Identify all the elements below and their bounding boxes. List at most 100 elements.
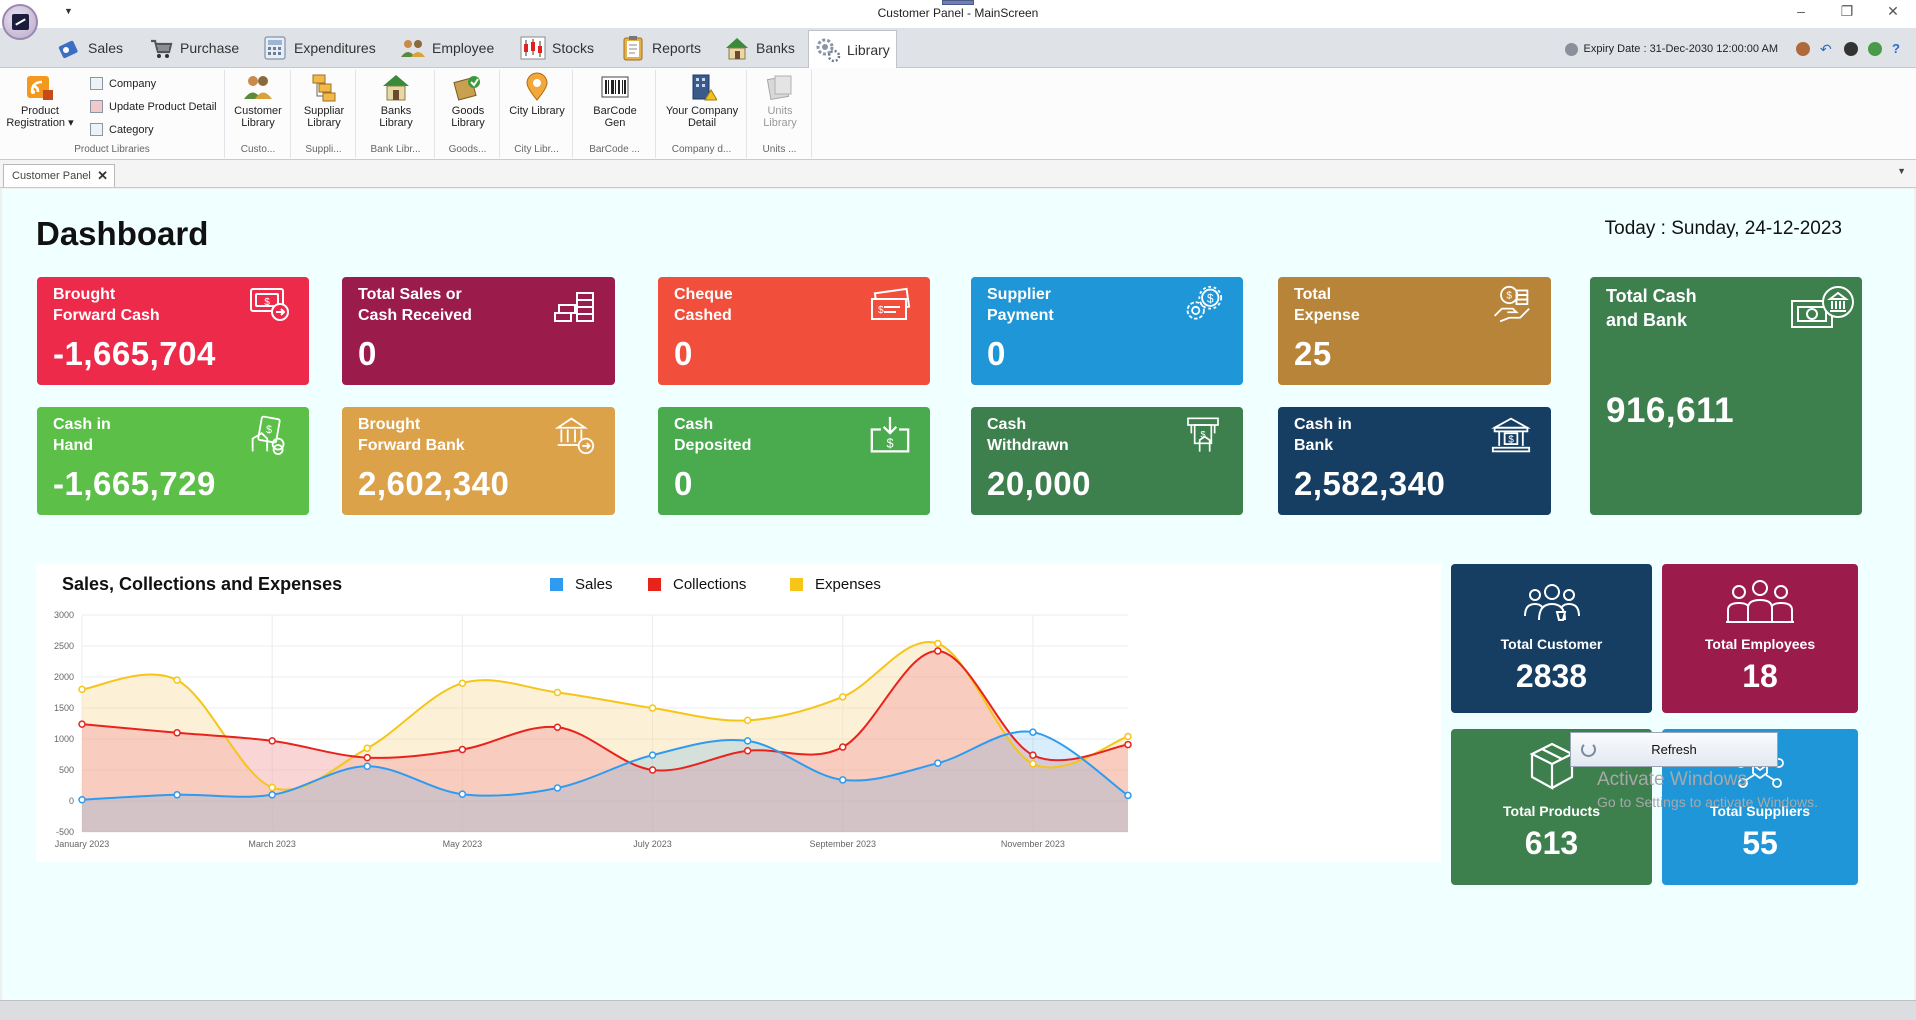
group-product-libraries: Product Registration ▾ Company Update Pr… [0, 70, 225, 158]
banks-library-button[interactable]: Banks Library [363, 72, 429, 129]
tab-banks[interactable]: Banks [718, 32, 801, 64]
app-menu-button[interactable] [2, 4, 38, 40]
undo-icon[interactable]: ↶ [1820, 41, 1832, 57]
point-collections [553, 723, 562, 731]
point-sales [553, 784, 562, 792]
units-library-button[interactable]: Units Library [750, 72, 810, 129]
category-list-icon [90, 123, 103, 136]
refresh-button[interactable]: Refresh [1570, 732, 1778, 767]
activation-watermark-title: Activate Windows [1597, 769, 1747, 790]
x-tick-label: January 2023 [55, 839, 110, 849]
svg-text:$: $ [266, 424, 272, 436]
stat-total-employees: Total Employees 18 [1662, 564, 1858, 713]
point-expenses [838, 693, 847, 701]
tab-employee[interactable]: Employee [394, 32, 500, 64]
point-sales [1124, 791, 1132, 800]
help-icon[interactable]: ? [1892, 41, 1900, 56]
point-collections [363, 753, 372, 762]
quick-access-dropdown-icon[interactable]: ▼ [64, 6, 73, 16]
supplier-library-icon [309, 72, 339, 102]
customer-library-button[interactable]: Customer Library [228, 72, 288, 129]
ribbon-tabs: Sales Purchase Expenditures Employee Sto… [0, 28, 1916, 69]
legend-label: Expenses [815, 576, 881, 593]
stat-label: Total Employees [1704, 636, 1816, 652]
card-value: -1,665,704 [53, 335, 216, 372]
legend-swatch [790, 578, 803, 591]
tab-sales[interactable]: Sales [50, 32, 129, 64]
sales-chart-panel: Sales, Collections and Expenses Sales Co… [36, 564, 1441, 862]
tab-purchase[interactable]: Purchase [142, 32, 245, 64]
dollar-gears-icon: $ [1186, 285, 1223, 320]
update-product-detail-button[interactable]: Update Product Detail [90, 100, 217, 113]
doc-tab-label: Customer Panel [12, 170, 91, 182]
doc-tab-customer-panel[interactable]: Customer Panel ✕ [3, 164, 115, 187]
company-detail-button[interactable]: Your Company Detail [659, 72, 745, 129]
cash-bank-icon [1791, 286, 1854, 328]
cash-transfer-icon: $ [250, 288, 289, 321]
group-caption: Suppli... [305, 144, 342, 155]
x-tick-label: July 2023 [633, 839, 672, 849]
minimize-button[interactable]: – [1797, 3, 1805, 19]
card-value: 0 [674, 465, 693, 502]
point-expenses [173, 676, 181, 684]
supplier-library-button[interactable]: Suppliar Library [294, 72, 354, 129]
stat-label: Total Customer [1500, 636, 1603, 652]
sync-icon[interactable] [1868, 42, 1882, 56]
x-tick-label: September 2023 [809, 839, 876, 849]
tab-stocks[interactable]: Stocks [514, 32, 600, 64]
barcode-gen-button[interactable]: BarCode Gen [582, 72, 648, 129]
user-switch-icon[interactable] [1844, 42, 1858, 56]
card-cash-withdrawn: Cash Withdrawn 20,000 $ [971, 407, 1243, 515]
legend-item-sales[interactable]: Sales [550, 576, 613, 593]
point-collections [458, 745, 467, 754]
stat-total-customer: Total Customer 2838 [1451, 564, 1652, 713]
tab-label: Purchase [180, 40, 240, 56]
product-registration-icon [25, 72, 55, 102]
category-button[interactable]: Category [90, 123, 154, 136]
card-cash-deposited: Cash Deposited 0 $ [658, 407, 930, 515]
withdraw-icon: $ [1187, 417, 1219, 452]
title-bar: ▼ Customer Panel - MainScreen – ❐ ✕ [0, 0, 1916, 28]
tab-list-dropdown-icon[interactable]: ▼ [1897, 166, 1906, 176]
restore-button[interactable]: ❐ [1840, 3, 1854, 19]
tab-expenditures[interactable]: Expenditures [256, 32, 382, 64]
customer-library-label: Customer Library [234, 105, 282, 129]
window-grip [942, 0, 974, 5]
legend-item-collections[interactable]: Collections [648, 576, 746, 593]
legend-item-expenses[interactable]: Expenses [790, 576, 881, 593]
category-label: Category [109, 123, 154, 136]
company-button[interactable]: Company [90, 77, 156, 90]
user-orb-icon [1564, 42, 1578, 56]
stat-value: 2838 [1515, 658, 1588, 694]
customers-icon [1523, 584, 1580, 621]
card-value: 0 [674, 335, 693, 372]
card-label: Brought Forward Bank [358, 416, 465, 454]
tab-label: Expenditures [294, 40, 376, 56]
card-label: Supplier Payment [987, 286, 1054, 324]
product-registration-button[interactable]: Product Registration ▾ [2, 72, 78, 129]
card-label: Cash in Bank [1294, 416, 1352, 454]
group-caption: Custo... [240, 144, 276, 155]
city-library-button[interactable]: City Library [505, 72, 569, 117]
close-button[interactable]: ✕ [1887, 3, 1899, 19]
point-sales [838, 776, 847, 784]
close-tab-icon[interactable]: ✕ [97, 168, 108, 183]
bank-arrow-icon [554, 417, 595, 455]
tab-library[interactable]: Library [808, 30, 897, 69]
legend-swatch [550, 578, 563, 591]
card-value: 2,582,340 [1294, 465, 1446, 502]
calculator-icon [262, 35, 288, 61]
card-value: 0 [358, 335, 377, 372]
area-sales [82, 731, 1128, 832]
point-expenses [1029, 760, 1037, 768]
y-tick-label: 3000 [54, 610, 74, 620]
group-city: City Library City Libr... [501, 70, 573, 158]
goods-library-button[interactable]: Goods Library [438, 72, 498, 129]
units-library-icon [765, 72, 795, 102]
point-sales [173, 791, 181, 799]
point-sales [743, 737, 752, 745]
stat-value: 55 [1742, 825, 1778, 861]
user-tie-icon[interactable] [1796, 42, 1810, 56]
tab-reports[interactable]: Reports [614, 32, 707, 64]
bank-house-icon [724, 35, 750, 61]
